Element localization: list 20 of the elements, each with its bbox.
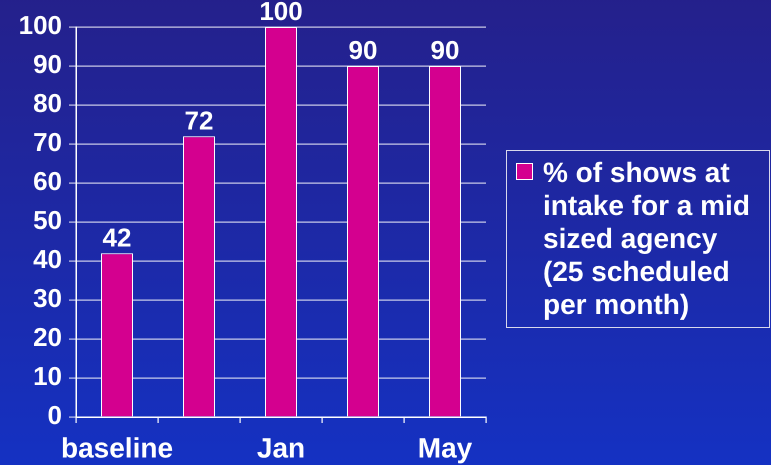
data-label: 42 <box>102 222 132 252</box>
y-tick-label: 100 <box>18 10 62 40</box>
y-tick-label: 10 <box>33 361 62 392</box>
y-tick-label: 80 <box>33 88 62 118</box>
data-label: 90 <box>430 35 460 66</box>
text: % of shows at intake for a mid sized agency (25 scheduled per month) <box>543 156 751 321</box>
y-tick-label: 50 <box>33 205 62 236</box>
x-tick-label: May <box>418 432 473 464</box>
y-tick-label: 20 <box>33 322 62 352</box>
y-tick-label: 70 <box>33 127 62 158</box>
x-tick-label: Jan <box>256 432 306 464</box>
y-tick-label: 0 <box>48 400 62 430</box>
y-tick-label: 90 <box>33 49 62 80</box>
y-tick-label: 60 <box>33 166 62 196</box>
data-label: 100 <box>259 0 303 26</box>
y-tick-label: 40 <box>33 244 62 274</box>
y-tick-label: 30 <box>33 283 62 314</box>
data-label: 72 <box>184 105 214 136</box>
data-label: 90 <box>348 35 378 66</box>
x-tick-label: baseline <box>60 432 174 464</box>
